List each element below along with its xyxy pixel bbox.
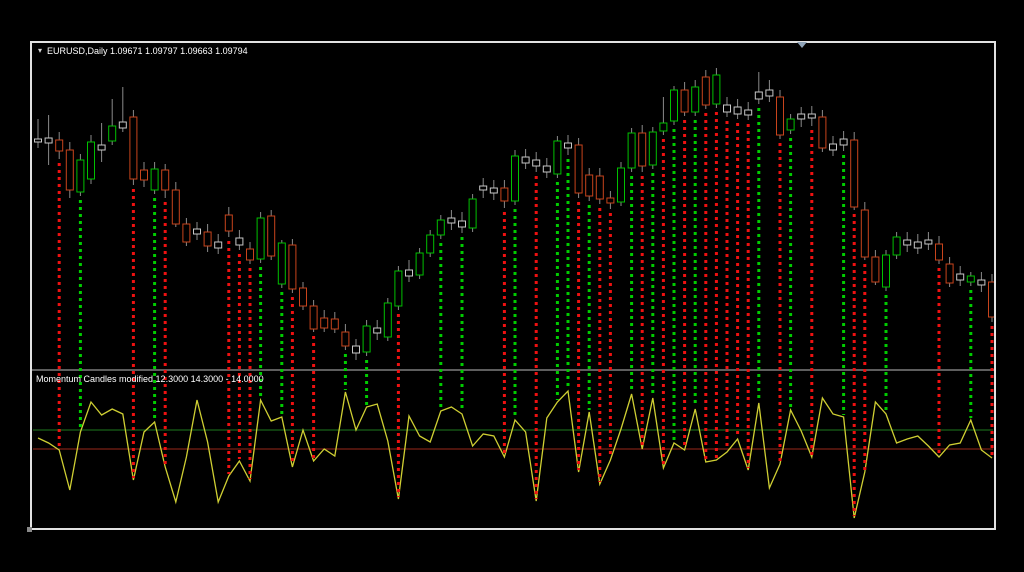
- signal-columns-layer: [57, 108, 994, 516]
- chart-window: ▾ EURUSD,Daily 1.09671 1.09797 1.09663 1…: [30, 41, 996, 530]
- chart-title-bar: ▾ EURUSD,Daily 1.09671 1.09797 1.09663 1…: [38, 46, 248, 56]
- chart-menu-icon[interactable]: ▾: [38, 46, 43, 55]
- levels-layer: [33, 429, 993, 450]
- oscillator-line: [37, 389, 993, 519]
- scroll-anchor-icon[interactable]: [797, 42, 807, 48]
- candles-layer: [34, 68, 994, 360]
- chart-title: EURUSD,Daily 1.09671 1.09797 1.09663 1.0…: [47, 46, 248, 56]
- chart-canvas[interactable]: [32, 43, 994, 528]
- indicator-label: Momentum Candles modified 12.3000 14.300…: [36, 374, 264, 384]
- window-resize-grip[interactable]: [27, 527, 32, 532]
